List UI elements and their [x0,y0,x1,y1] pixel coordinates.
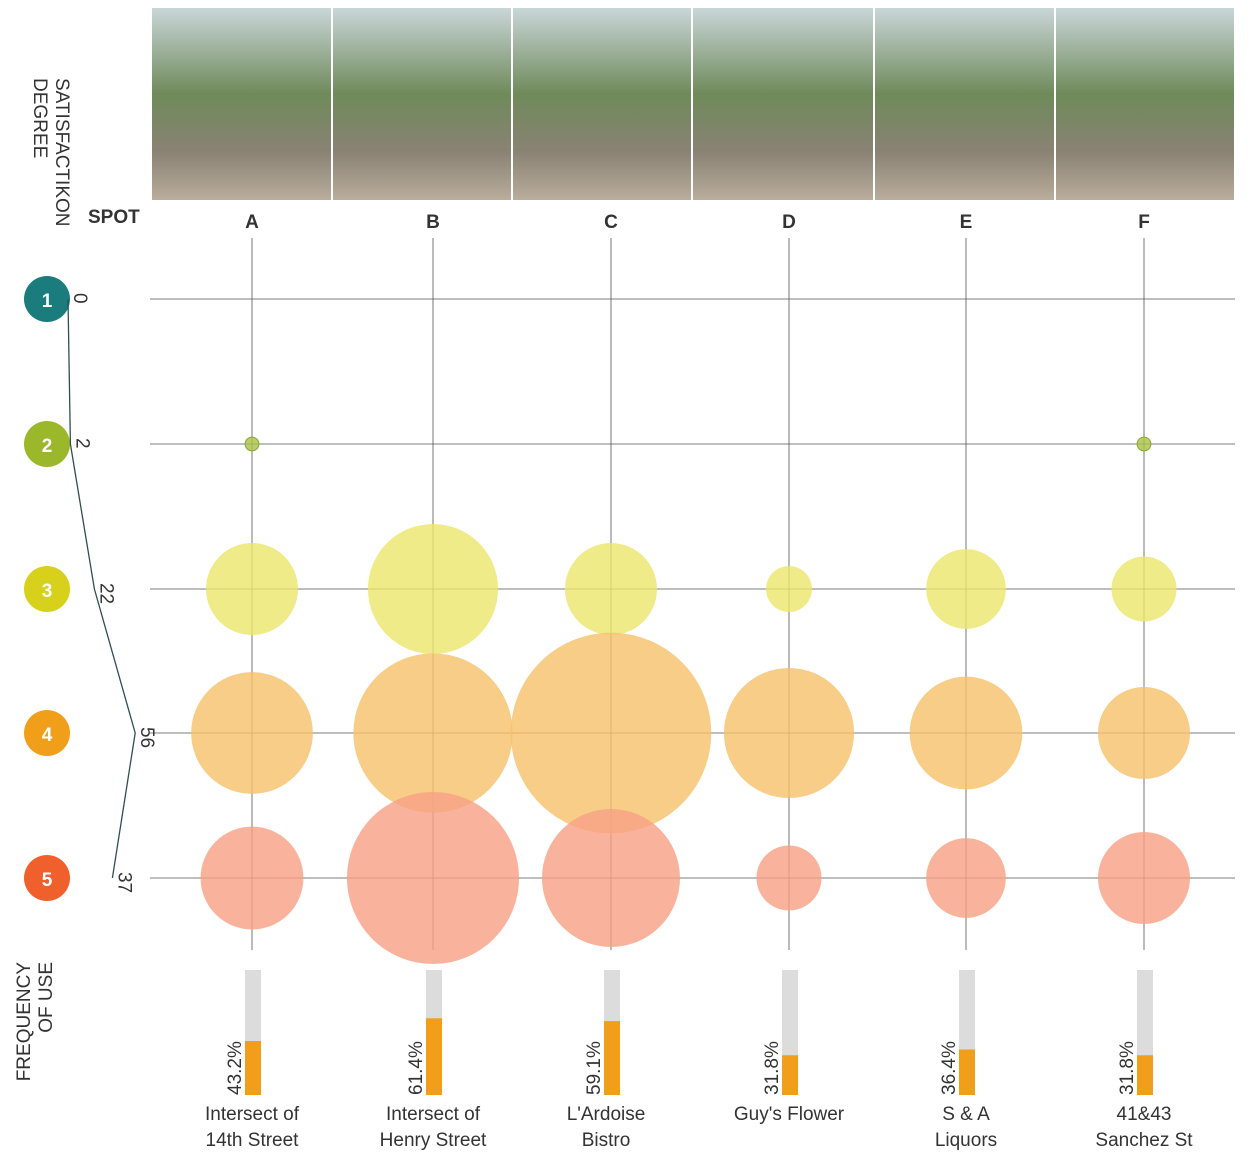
level-label: 2 [42,436,53,457]
photos [152,8,1234,200]
bubble [346,791,520,965]
bubble [756,845,822,911]
bar [1137,1055,1153,1095]
bubble [244,436,260,452]
value-label: 59.1% [584,1041,605,1095]
bubble [542,809,680,947]
total-label: 56 [136,727,157,748]
level-marker [24,276,70,322]
x-tick-label: B [426,212,440,233]
category-label: Guy's Flower [734,1104,845,1125]
category-label: Sanchez St [1095,1130,1193,1151]
bubble [1098,687,1190,779]
y-axis-label: DEGREE [29,78,50,158]
level-label: 1 [42,291,53,312]
level-marker [24,710,70,756]
bubble [926,838,1006,918]
bubble [723,667,855,799]
photo [333,8,511,200]
photo [513,8,691,200]
bubble [909,676,1023,790]
level-label: 4 [42,725,53,746]
total-label: 22 [95,583,116,604]
bar [604,1021,620,1095]
value-label: 43.2% [225,1041,246,1095]
bar [959,1049,975,1095]
x-tick-label: D [782,212,796,233]
bubble [353,653,513,813]
bar [782,1055,798,1095]
category-label: Intersect of [205,1104,300,1125]
value-label: 61.4% [406,1041,427,1095]
bubble [200,826,304,930]
level-label: 5 [42,870,53,891]
bubble [1136,436,1152,452]
x-tick-label: A [245,212,259,233]
category-label: S & A [942,1104,990,1125]
bar [426,1018,442,1095]
y-axis-label: SATISFACTIKON [51,78,72,227]
level-marker [24,421,70,467]
bubble [367,523,499,655]
bubble [206,543,298,635]
total-label: 0 [69,293,90,304]
bubble [565,543,657,635]
bar [245,1041,261,1095]
category-label: 41&43 [1117,1104,1172,1125]
category-label: Bistro [582,1130,631,1151]
level-marker [24,855,70,901]
photo [875,8,1054,200]
level-marker [24,566,70,612]
x-tick-label: F [1138,212,1150,233]
bar-chart-title: OF USE [36,962,57,1033]
value-label: 36.4% [939,1041,960,1095]
x-tick-label: E [960,212,973,233]
x-axis-label: SPOT [88,207,140,228]
category-label: L'Ardoise [567,1104,646,1125]
category-label: Liquors [935,1130,997,1151]
totals-line [67,298,136,879]
photo [152,8,331,200]
photo [693,8,873,200]
value-label: 31.8% [1117,1041,1138,1095]
total-label: 2 [71,438,92,449]
bubble [1098,832,1190,924]
category-label: Henry Street [380,1130,487,1151]
bubble [1111,556,1177,622]
bubble [766,566,812,612]
bubble [926,549,1006,629]
photo [1056,8,1234,200]
total-label: 37 [113,872,134,893]
bubble [191,672,313,794]
category-label: 14th Street [206,1130,300,1151]
level-label: 3 [42,581,53,602]
x-tick-label: C [604,212,618,233]
bar-chart-title: FREQUENCY [14,962,35,1082]
bubble [510,632,712,834]
category-label: Intersect of [386,1104,481,1125]
value-label: 31.8% [762,1041,783,1095]
